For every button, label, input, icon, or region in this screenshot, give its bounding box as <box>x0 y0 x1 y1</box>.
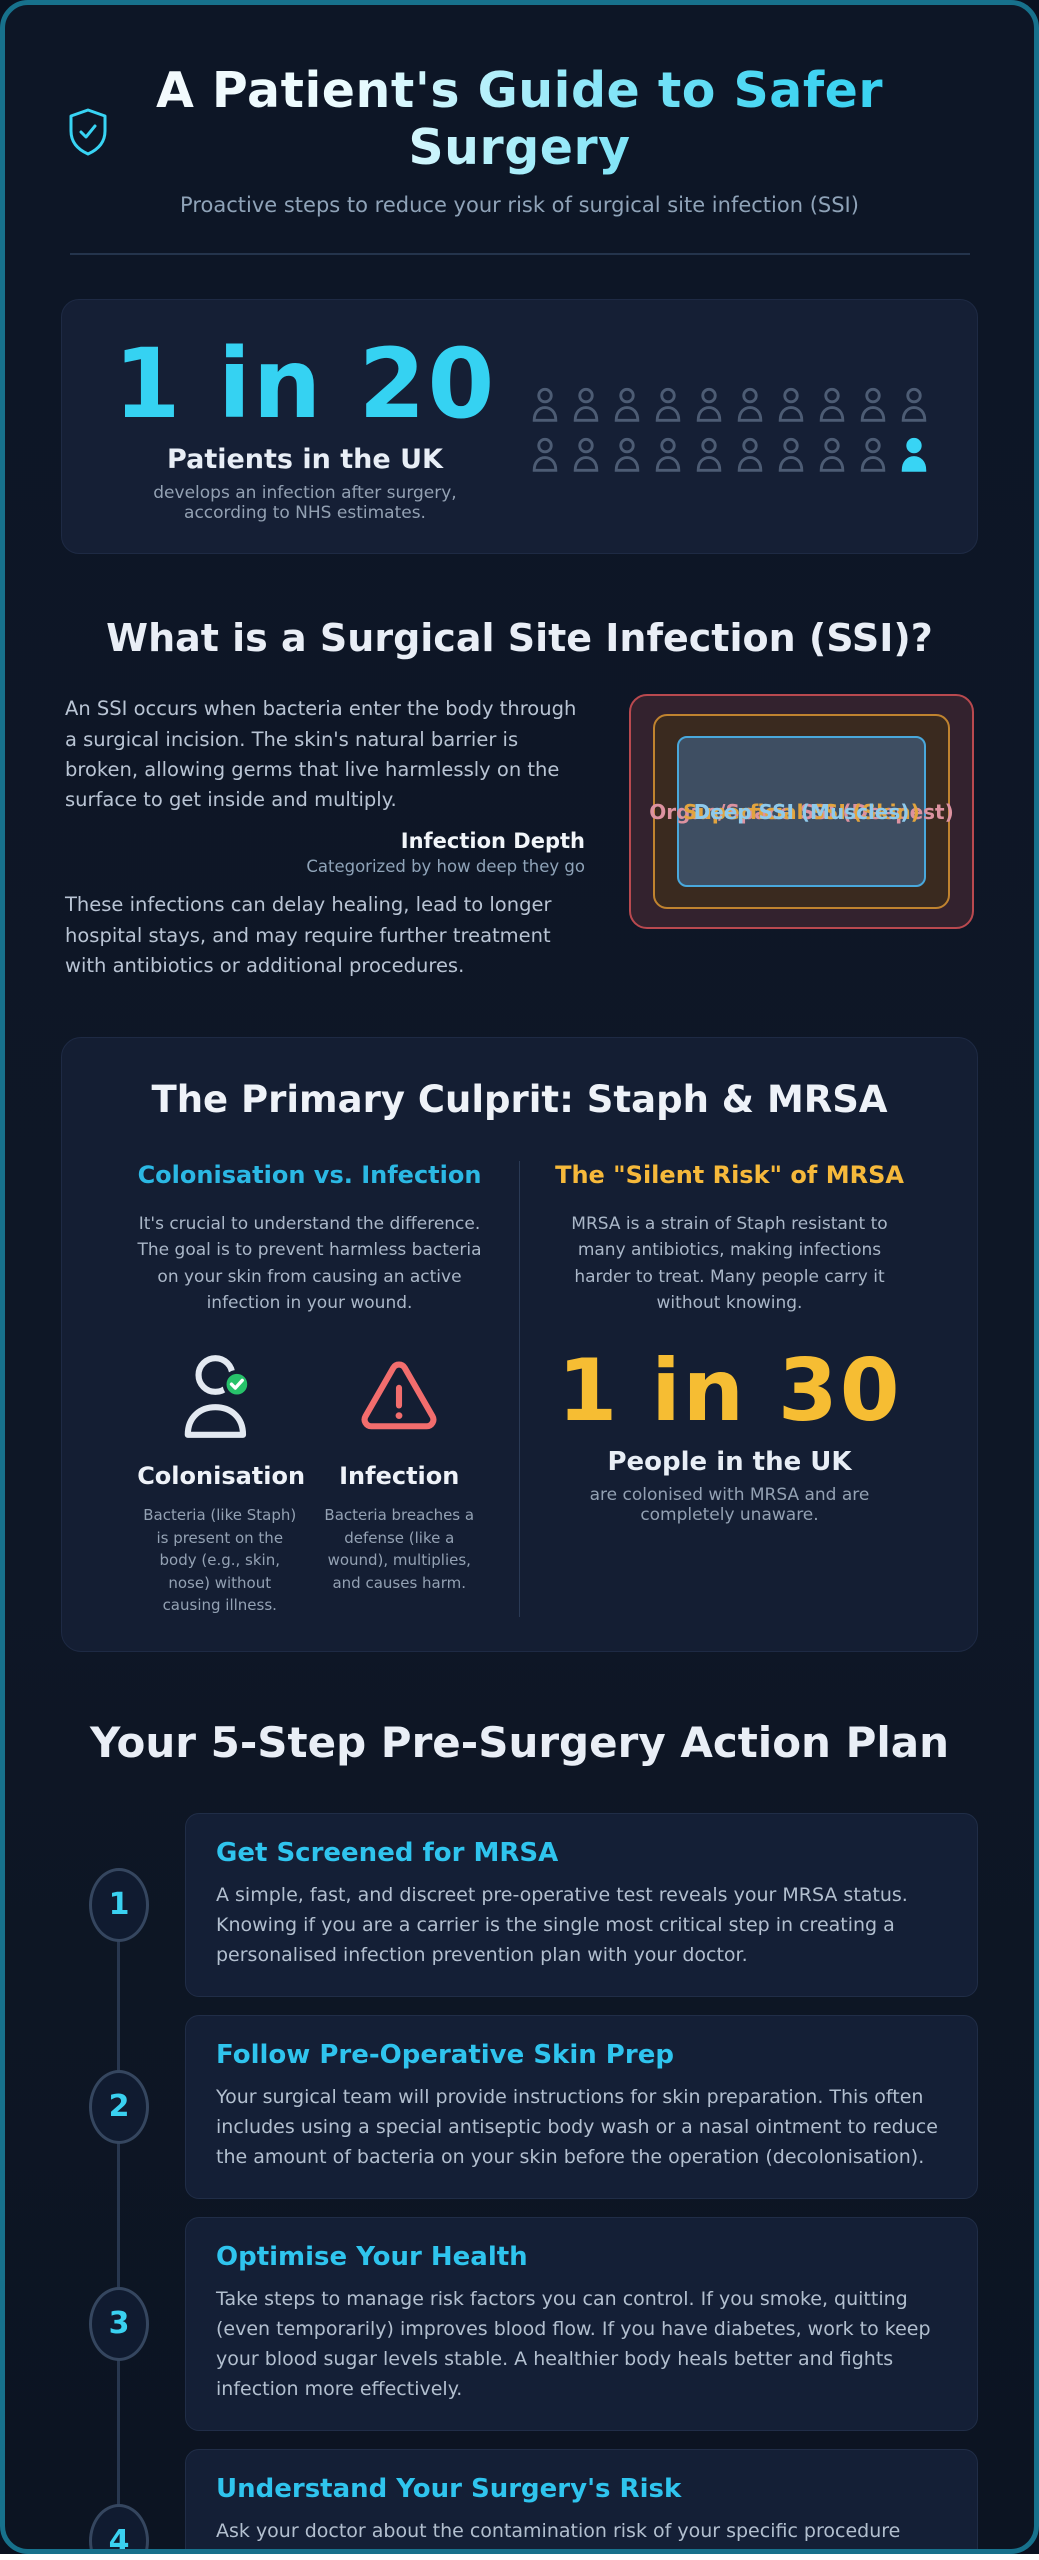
pictogram-grid <box>530 386 929 472</box>
step-2-title: Follow Pre-Operative Skin Prep <box>216 2039 674 2070</box>
person-icon <box>532 387 558 422</box>
culprit-heading: The Primary Culprit: Staph & MRSA <box>151 1077 888 1121</box>
culprit-columns: Colonisation vs. Infection It's crucial … <box>100 1160 939 1617</box>
step-2: 2 Follow Pre-Operative Skin Prep Your su… <box>89 2014 978 2199</box>
person-icon <box>860 437 886 472</box>
header-divider <box>69 252 970 255</box>
depth-caption: Infection Depth Categorized by how deep … <box>65 829 585 876</box>
person-icon <box>819 387 845 422</box>
infection-caption: Bacteria breaches a defense (like a woun… <box>324 1506 475 1592</box>
step-1-title: Get Screened for MRSA <box>216 1837 559 1868</box>
infection-item: Infection Bacteria breaches a defense (l… <box>317 1350 482 1617</box>
step-3: 3 Optimise Your Health Take steps to man… <box>89 2216 978 2432</box>
plan-heading: Your 5-Step Pre-Surgery Action Plan <box>89 1717 949 1767</box>
step-1-number: 1 <box>89 1867 149 1942</box>
colonisation-intro: It's crucial to understand the differenc… <box>137 1213 482 1314</box>
mrsa-stat-label: People in the UK <box>607 1446 852 1477</box>
colonisation-vs-infection-column: Colonisation vs. Infection It's crucial … <box>100 1161 519 1617</box>
uk-stat-card: 1 in 20 Patients in the UK develops an i… <box>61 298 978 555</box>
person-icon <box>573 387 599 422</box>
infection-depth-diagram: Organ/Space SSI (Deepest) Superficial SS… <box>629 694 974 930</box>
ssi-row: An SSI occurs when bacteria enter the bo… <box>61 694 978 981</box>
ssi-text-column: An SSI occurs when bacteria enter the bo… <box>65 694 585 981</box>
person-icon <box>778 437 804 472</box>
person-icon <box>655 437 681 472</box>
person-icon <box>614 437 640 472</box>
mrsa-intro: MRSA is a strain of Staph resistant to m… <box>571 1213 888 1314</box>
mrsa-stat-caption: are colonised with MRSA and are complete… <box>589 1484 870 1525</box>
person-icon <box>573 437 599 472</box>
step-2-number: 2 <box>89 2069 149 2144</box>
colonisation-title: Colonisation <box>137 1462 306 1491</box>
step-3-body: Take steps to manage risk factors you ca… <box>216 2287 931 2400</box>
page-subtitle: Proactive steps to reduce your risk of s… <box>180 192 859 217</box>
step-3-title: Optimise Your Health <box>216 2241 528 2272</box>
warning-triangle-icon <box>317 1350 482 1446</box>
stat-value: 1 in 20 <box>113 327 497 440</box>
mrsa-stat-value: 1 in 30 <box>557 1341 902 1442</box>
vs-row: Colonisation Bacteria (like Staph) is pr… <box>130 1350 489 1617</box>
step-4-card: Understand Your Surgery's Risk Ask your … <box>185 2449 978 2549</box>
depth-caption-subtitle: Categorized by how deep they go <box>306 857 585 877</box>
person-icon <box>655 387 681 422</box>
plan-connector-line <box>117 1882 120 2549</box>
depth-label-superficial: Superficial SSI (Skin) <box>683 799 920 824</box>
ssi-heading: What is a Surgical Site Infection (SSI)? <box>106 616 933 661</box>
step-2-body: Your surgical team will provide instruct… <box>216 2085 938 2168</box>
person-icon <box>901 437 927 472</box>
step-4-number: 4 <box>89 2504 149 2549</box>
mrsa-heading: The "Silent Risk" of MRSA <box>555 1160 904 1189</box>
page-title: A Patient's Guide to Safer Surgery <box>61 49 978 177</box>
depth-label-deep: Deep SSI (Muscles) <box>693 799 910 824</box>
header: A Patient's Guide to Safer Surgery Proac… <box>61 49 978 255</box>
step-2-card: Follow Pre-Operative Skin Prep Your surg… <box>185 2014 978 2199</box>
stat-caption: develops an infection after surgery, acc… <box>153 483 457 524</box>
depth-caption-title: Infection Depth <box>400 829 585 854</box>
person-icon <box>614 387 640 422</box>
step-1-body: A simple, fast, and discreet pre-operati… <box>216 1883 908 1966</box>
person-icon <box>778 387 804 422</box>
stat-text: 1 in 20 Patients in the UK develops an i… <box>110 327 500 524</box>
shield-check-icon <box>65 107 111 157</box>
culprit-card: The Primary Culprit: Staph & MRSA Coloni… <box>61 1036 978 1652</box>
person-icon <box>737 437 763 472</box>
person-icon <box>696 387 722 422</box>
step-1: 1 Get Screened for MRSA A simple, fast, … <box>89 1812 978 1997</box>
person-icon <box>696 437 722 472</box>
step-3-number: 3 <box>89 2286 149 2361</box>
person-icon <box>901 387 927 422</box>
stat-label: Patients in the UK <box>167 444 443 476</box>
ssi-paragraph-1: An SSI occurs when bacteria enter the bo… <box>65 697 577 812</box>
person-icon <box>819 437 845 472</box>
person-icon <box>860 387 886 422</box>
step-1-card: Get Screened for MRSA A simple, fast, an… <box>185 1812 978 1997</box>
layer-superficial <box>677 736 926 888</box>
person-icon <box>532 437 558 472</box>
colonisation-caption: Bacteria (like Staph) is present on the … <box>143 1506 297 1615</box>
step-4: 4 Understand Your Surgery's Risk Ask you… <box>89 2449 978 2549</box>
step-4-body: Ask your doctor about the contamination … <box>216 2520 901 2543</box>
plan-steps: 1 Get Screened for MRSA A simple, fast, … <box>61 1812 978 2549</box>
person-icon <box>737 387 763 422</box>
step-4-title: Understand Your Surgery's Risk <box>216 2474 682 2505</box>
depth-label-organ-space: Organ/Space SSI (Deepest) <box>649 799 954 824</box>
person-check-icon <box>137 1350 302 1446</box>
colonisation-vs-infection-heading: Colonisation vs. Infection <box>137 1160 482 1189</box>
ssi-paragraph-2: These infections can delay healing, lead… <box>65 893 552 977</box>
step-3-card: Optimise Your Health Take steps to manag… <box>185 2216 978 2432</box>
infection-title: Infection <box>339 1462 460 1491</box>
colonisation-item: Colonisation Bacteria (like Staph) is pr… <box>137 1350 306 1617</box>
mrsa-silent-risk-column: The "Silent Risk" of MRSA MRSA is a stra… <box>519 1160 939 1617</box>
